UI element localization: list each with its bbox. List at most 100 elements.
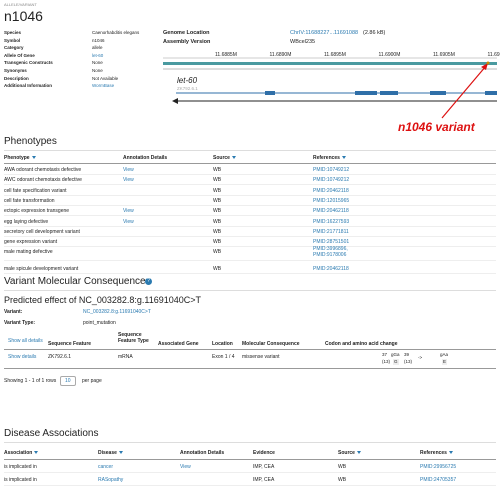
- field-value: n1046: [92, 37, 105, 43]
- divider: [4, 260, 496, 262]
- assembly: WBcel235: [290, 39, 316, 45]
- filter-icon[interactable]: [341, 156, 346, 159]
- transcript-label: ZK792.6.1: [177, 86, 198, 91]
- cell: WB: [213, 167, 222, 173]
- filter-icon[interactable]: [34, 451, 39, 454]
- cell[interactable]: View: [123, 177, 134, 184]
- pager-text: Showing 1 - 1 of 1 rows: [4, 378, 57, 384]
- variant-annotation: n1046 variant: [398, 120, 475, 134]
- genome-size: (2.86 kB): [363, 30, 386, 36]
- field-value: allele: [92, 45, 103, 51]
- cell[interactable]: RASopathy: [98, 477, 124, 483]
- divider: [4, 204, 496, 206]
- codon-token: gAa: [440, 352, 449, 357]
- reference-track: [163, 62, 497, 65]
- field-label: Allele Of Gene: [4, 52, 35, 58]
- cell: gene expression variant: [4, 239, 58, 246]
- help-icon[interactable]: ?: [145, 278, 152, 285]
- cell[interactable]: cancer: [98, 464, 114, 470]
- filter-icon[interactable]: [448, 451, 453, 454]
- cell[interactable]: View: [180, 464, 191, 470]
- page-kind: ALLELE/VARIANT: [4, 2, 37, 7]
- divider: [4, 246, 496, 248]
- cell: ZK792.6.1: [48, 354, 72, 360]
- cell[interactable]: PMID:10749212: [313, 167, 350, 173]
- divider: [4, 194, 496, 196]
- cell[interactable]: Show details: [8, 354, 37, 360]
- filter-icon[interactable]: [356, 451, 361, 454]
- cell: WB: [213, 177, 222, 184]
- exon: [380, 91, 398, 95]
- cell: WB: [213, 239, 222, 246]
- codon-token: (13): [382, 359, 391, 364]
- exon: [485, 91, 497, 95]
- cell: IMP, CEA: [253, 464, 275, 470]
- filter-icon[interactable]: [31, 156, 36, 159]
- pager-text: per page: [82, 378, 102, 384]
- variant-link[interactable]: NC_003282.8:g.11691040C>T: [83, 309, 151, 315]
- column-header: Disease: [98, 450, 123, 456]
- cell[interactable]: PMID:21771811: [313, 228, 349, 235]
- field-value[interactable]: WormBase: [92, 83, 115, 89]
- column-header: Sequence Feature: [48, 341, 92, 347]
- divider: [4, 225, 496, 227]
- cell[interactable]: PMID:20462118: [313, 208, 349, 215]
- cell[interactable]: PMID:29956725: [420, 464, 457, 470]
- ruler-label: 11.6900M: [378, 52, 401, 58]
- field-label: Genome Location: [163, 30, 210, 36]
- divider: [4, 349, 496, 350]
- filter-icon[interactable]: [118, 451, 123, 454]
- field-value: None: [92, 68, 103, 73]
- cell[interactable]: View: [123, 218, 134, 225]
- divider: [4, 485, 496, 486]
- field-value: Not Available: [92, 75, 119, 81]
- cell[interactable]: PMID:24705357: [420, 477, 457, 483]
- genome-location[interactable]: ChrIV:11688227...11691088: [290, 30, 359, 36]
- field-label: Additional Information: [4, 83, 52, 89]
- cell: male mating defective: [4, 249, 53, 256]
- column-header: Sequence Feature Type: [118, 332, 149, 344]
- column-header[interactable]: Show all details: [8, 338, 43, 344]
- ruler-label: 11.6910M: [487, 52, 500, 58]
- ruler-label: 11.6895M: [324, 52, 346, 58]
- field-value[interactable]: let-60: [92, 52, 104, 58]
- exon: [265, 91, 275, 95]
- divider: [4, 459, 496, 460]
- ruler-label: 11.6905M: [433, 52, 455, 58]
- cell[interactable]: PMID:20462118: [313, 187, 349, 194]
- cell[interactable]: View: [123, 167, 134, 173]
- gene-label: let-60: [177, 76, 198, 85]
- cell[interactable]: View: [123, 208, 134, 215]
- codon-token: gGa: [391, 352, 400, 357]
- column-header: Associated Gene: [158, 341, 199, 347]
- cell: cell fate specification variant: [4, 187, 67, 194]
- cell: missense variant: [242, 354, 280, 360]
- cell: WB: [213, 197, 222, 204]
- cell[interactable]: PMID:10749212: [313, 177, 350, 184]
- section-title: Variant Molecular Consequences: [4, 276, 151, 287]
- cell[interactable]: PMID:16227593: [313, 218, 350, 225]
- cell: is implicated in: [4, 477, 37, 483]
- field-label: Symbol: [4, 37, 21, 43]
- ruler-label: 11.6890M: [269, 52, 292, 58]
- cell: WB: [213, 249, 222, 256]
- cell: cell fate transformation: [4, 197, 55, 204]
- cell: Exon 1 / 4: [212, 354, 235, 360]
- cell[interactable]: PMID:20462118: [313, 265, 349, 272]
- divider: [4, 215, 496, 217]
- reference-link[interactable]: PMID:3996896, PMID:9178006: [313, 246, 348, 259]
- cell[interactable]: PMID:28751501: [313, 239, 350, 246]
- filter-icon[interactable]: [231, 156, 236, 159]
- field-label: Assembly Version: [163, 39, 211, 45]
- column-header: Codon and amino acid change: [325, 341, 398, 347]
- field-label: Variant Type:: [4, 320, 36, 326]
- variant-marker: [486, 61, 490, 65]
- column-header: Annotation Details: [180, 450, 225, 456]
- cell: mRNA: [118, 354, 133, 360]
- cell[interactable]: PMID:12015965: [313, 197, 350, 204]
- cell: WB: [213, 228, 222, 235]
- codon-token: 39: [404, 352, 410, 357]
- cell: is implicated in: [4, 464, 37, 470]
- page-size-select[interactable]: 10: [60, 376, 76, 386]
